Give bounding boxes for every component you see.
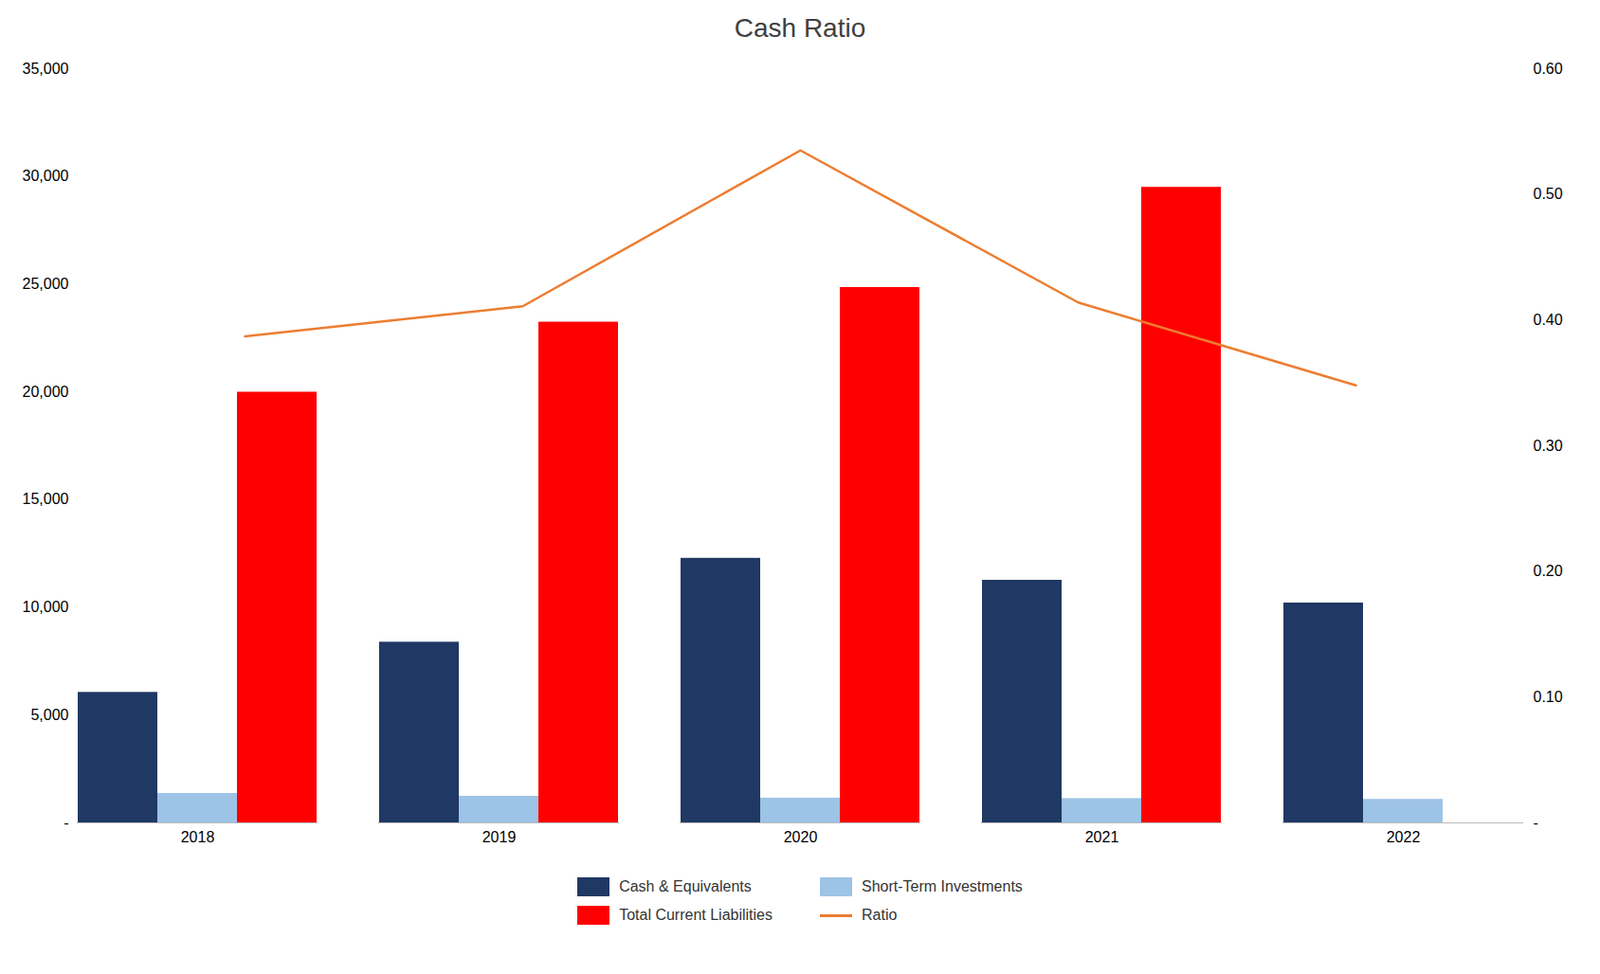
svg-text:-: - [63,815,69,832]
svg-text:30,000: 30,000 [22,167,70,184]
html-text:Total Current Liabilities: Total Current Liabilities [619,907,773,924]
svg-text:2021: 2021 [1085,829,1120,846]
svg-text:0.10: 0.10 [1533,689,1564,706]
svg-text:15,000: 15,000 [22,490,70,508]
html-text:Cash Ratio: Cash Ratio [734,13,866,43]
svg-text:25,000: 25,000 [22,275,70,292]
svg-text:0.60: 0.60 [1533,60,1564,77]
svg-text:2018: 2018 [181,829,216,846]
svg-text:0.50: 0.50 [1533,185,1564,202]
svg-text:-: - [1533,815,1539,832]
svg-text:5,000: 5,000 [30,707,69,724]
svg-text:35,000: 35,000 [22,60,70,77]
svg-text:20,000: 20,000 [22,383,70,400]
svg-text:0.30: 0.30 [1533,437,1564,455]
svg-text:2022: 2022 [1386,829,1421,846]
svg-text:2020: 2020 [783,829,819,846]
svg-text:2019: 2019 [482,829,517,846]
html-text:Ratio: Ratio [861,907,898,924]
svg-text:10,000: 10,000 [22,599,70,616]
html-text:Cash & Equivalents: Cash & Equivalents [619,878,752,895]
svg-text:0.40: 0.40 [1533,311,1564,328]
html-text:Short-Term Investments: Short-Term Investments [861,878,1023,895]
svg-text:0.20: 0.20 [1533,563,1564,580]
